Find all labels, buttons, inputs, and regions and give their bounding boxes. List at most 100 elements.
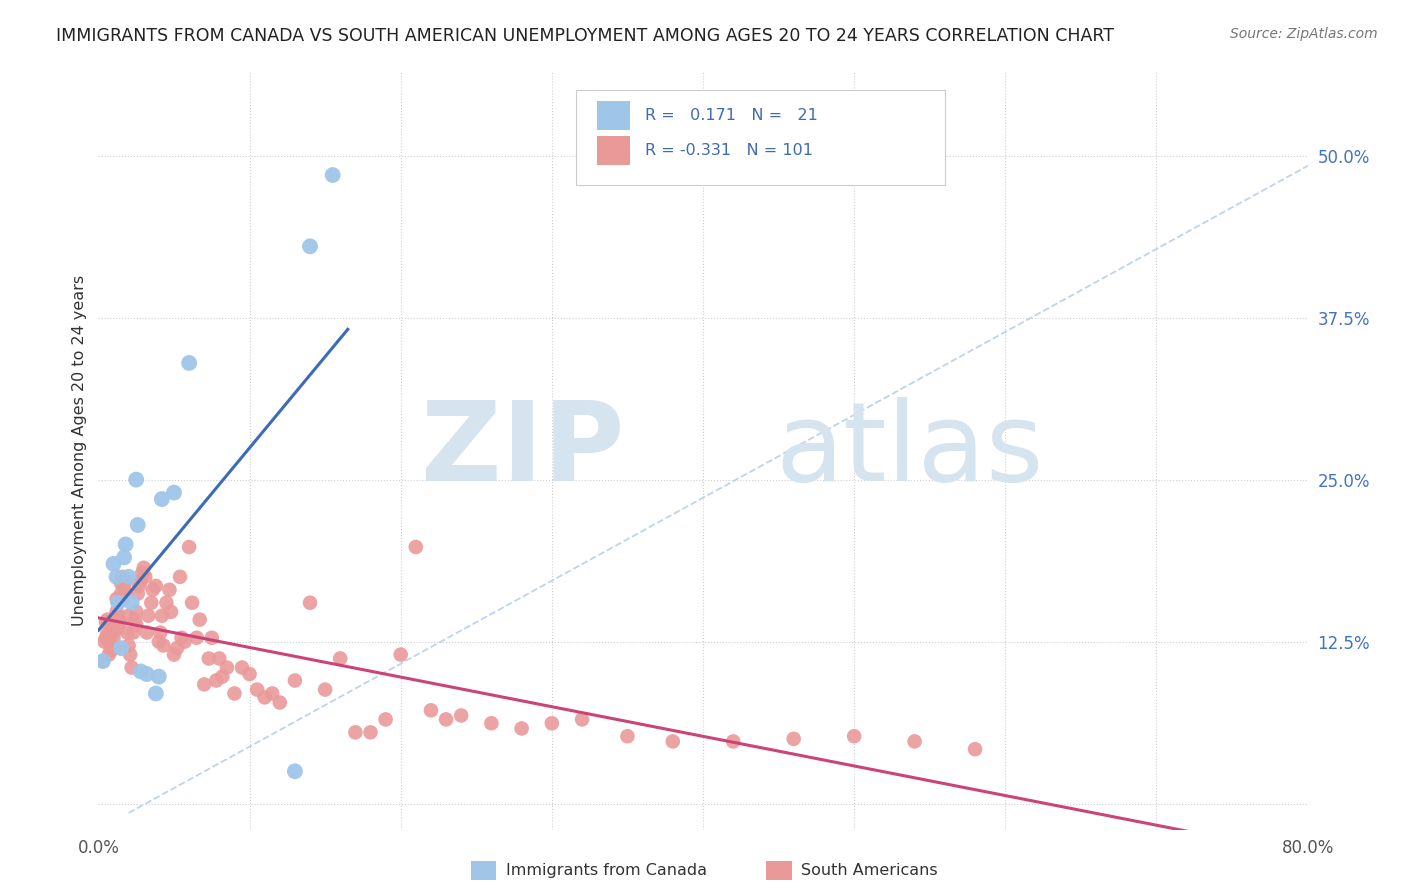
Point <box>111 591 134 606</box>
Point <box>100 643 122 657</box>
Point <box>152 639 174 653</box>
Point <box>181 596 204 610</box>
Point <box>91 654 114 668</box>
Point <box>114 587 136 601</box>
Point <box>170 631 193 645</box>
Point <box>136 608 159 623</box>
Point <box>904 734 927 748</box>
Point <box>91 654 114 668</box>
Point <box>118 639 141 653</box>
Point <box>205 673 228 688</box>
Point <box>105 591 128 606</box>
Point <box>125 617 148 632</box>
Text: ZIP: ZIP <box>420 397 624 504</box>
Point <box>96 625 118 640</box>
Point <box>122 625 145 640</box>
Point <box>481 716 503 731</box>
Point <box>107 622 129 636</box>
Point <box>166 641 188 656</box>
Point <box>101 639 124 653</box>
Point <box>224 686 246 700</box>
Point <box>94 631 117 645</box>
Point <box>571 712 593 726</box>
Point <box>149 625 172 640</box>
Point <box>197 651 219 665</box>
Point <box>98 634 121 648</box>
Point <box>145 686 167 700</box>
Point <box>661 734 683 748</box>
Point <box>150 491 173 506</box>
Y-axis label: Unemployment Among Ages 20 to 24 years: Unemployment Among Ages 20 to 24 years <box>72 275 87 626</box>
Point <box>389 648 412 662</box>
Point <box>96 613 118 627</box>
Point <box>344 725 367 739</box>
Point <box>329 651 352 665</box>
Text: IMMIGRANTS FROM CANADA VS SOUTH AMERICAN UNEMPLOYMENT AMONG AGES 20 TO 24 YEARS : IMMIGRANTS FROM CANADA VS SOUTH AMERICAN… <box>56 27 1114 45</box>
Point <box>231 660 253 674</box>
Point <box>135 667 157 681</box>
Point <box>104 617 127 632</box>
Point <box>179 356 201 370</box>
Text: R =   0.171   N =   21: R = 0.171 N = 21 <box>645 108 818 123</box>
Point <box>193 677 215 691</box>
Text: R = -0.331   N = 101: R = -0.331 N = 101 <box>645 143 813 158</box>
Point <box>128 579 150 593</box>
Point <box>163 648 186 662</box>
Point <box>262 686 284 700</box>
Point <box>420 703 443 717</box>
Point <box>103 557 125 571</box>
Point <box>124 613 146 627</box>
Point <box>540 716 562 731</box>
Point <box>129 574 152 588</box>
Point <box>434 712 457 726</box>
Point <box>108 615 131 630</box>
Point <box>284 764 307 779</box>
Point <box>127 518 149 533</box>
Point <box>100 628 122 642</box>
Text: Immigrants from Canada: Immigrants from Canada <box>506 863 707 878</box>
Point <box>299 239 322 253</box>
Point <box>510 722 533 736</box>
Point <box>110 641 132 656</box>
Point <box>188 613 211 627</box>
Point <box>114 537 136 551</box>
Point <box>101 625 124 640</box>
Point <box>121 596 143 610</box>
Point <box>114 574 136 588</box>
Point <box>115 625 138 640</box>
Point <box>142 582 165 597</box>
Point <box>150 608 173 623</box>
Point <box>134 570 156 584</box>
Point <box>111 570 134 584</box>
Point <box>118 570 141 584</box>
FancyBboxPatch shape <box>596 136 630 165</box>
Point <box>125 605 148 619</box>
Point <box>131 566 153 580</box>
Point <box>103 631 125 645</box>
Point <box>314 682 336 697</box>
Point <box>374 712 396 726</box>
Point <box>107 596 129 610</box>
Point <box>145 579 167 593</box>
FancyBboxPatch shape <box>576 90 945 186</box>
Point <box>141 596 163 610</box>
Point <box>118 608 141 623</box>
Text: atlas: atlas <box>776 397 1045 504</box>
Point <box>616 729 638 743</box>
Point <box>269 696 291 710</box>
FancyBboxPatch shape <box>596 101 630 129</box>
Point <box>110 576 132 591</box>
Point <box>360 725 382 739</box>
Point <box>112 550 135 565</box>
Point <box>211 670 233 684</box>
Point <box>105 570 128 584</box>
Point <box>112 579 135 593</box>
Text: Source: ZipAtlas.com: Source: ZipAtlas.com <box>1230 27 1378 41</box>
Point <box>239 667 262 681</box>
Point <box>148 634 170 648</box>
Point <box>186 631 208 645</box>
Point <box>173 634 195 648</box>
Point <box>127 587 149 601</box>
Point <box>120 648 142 662</box>
Point <box>299 596 322 610</box>
